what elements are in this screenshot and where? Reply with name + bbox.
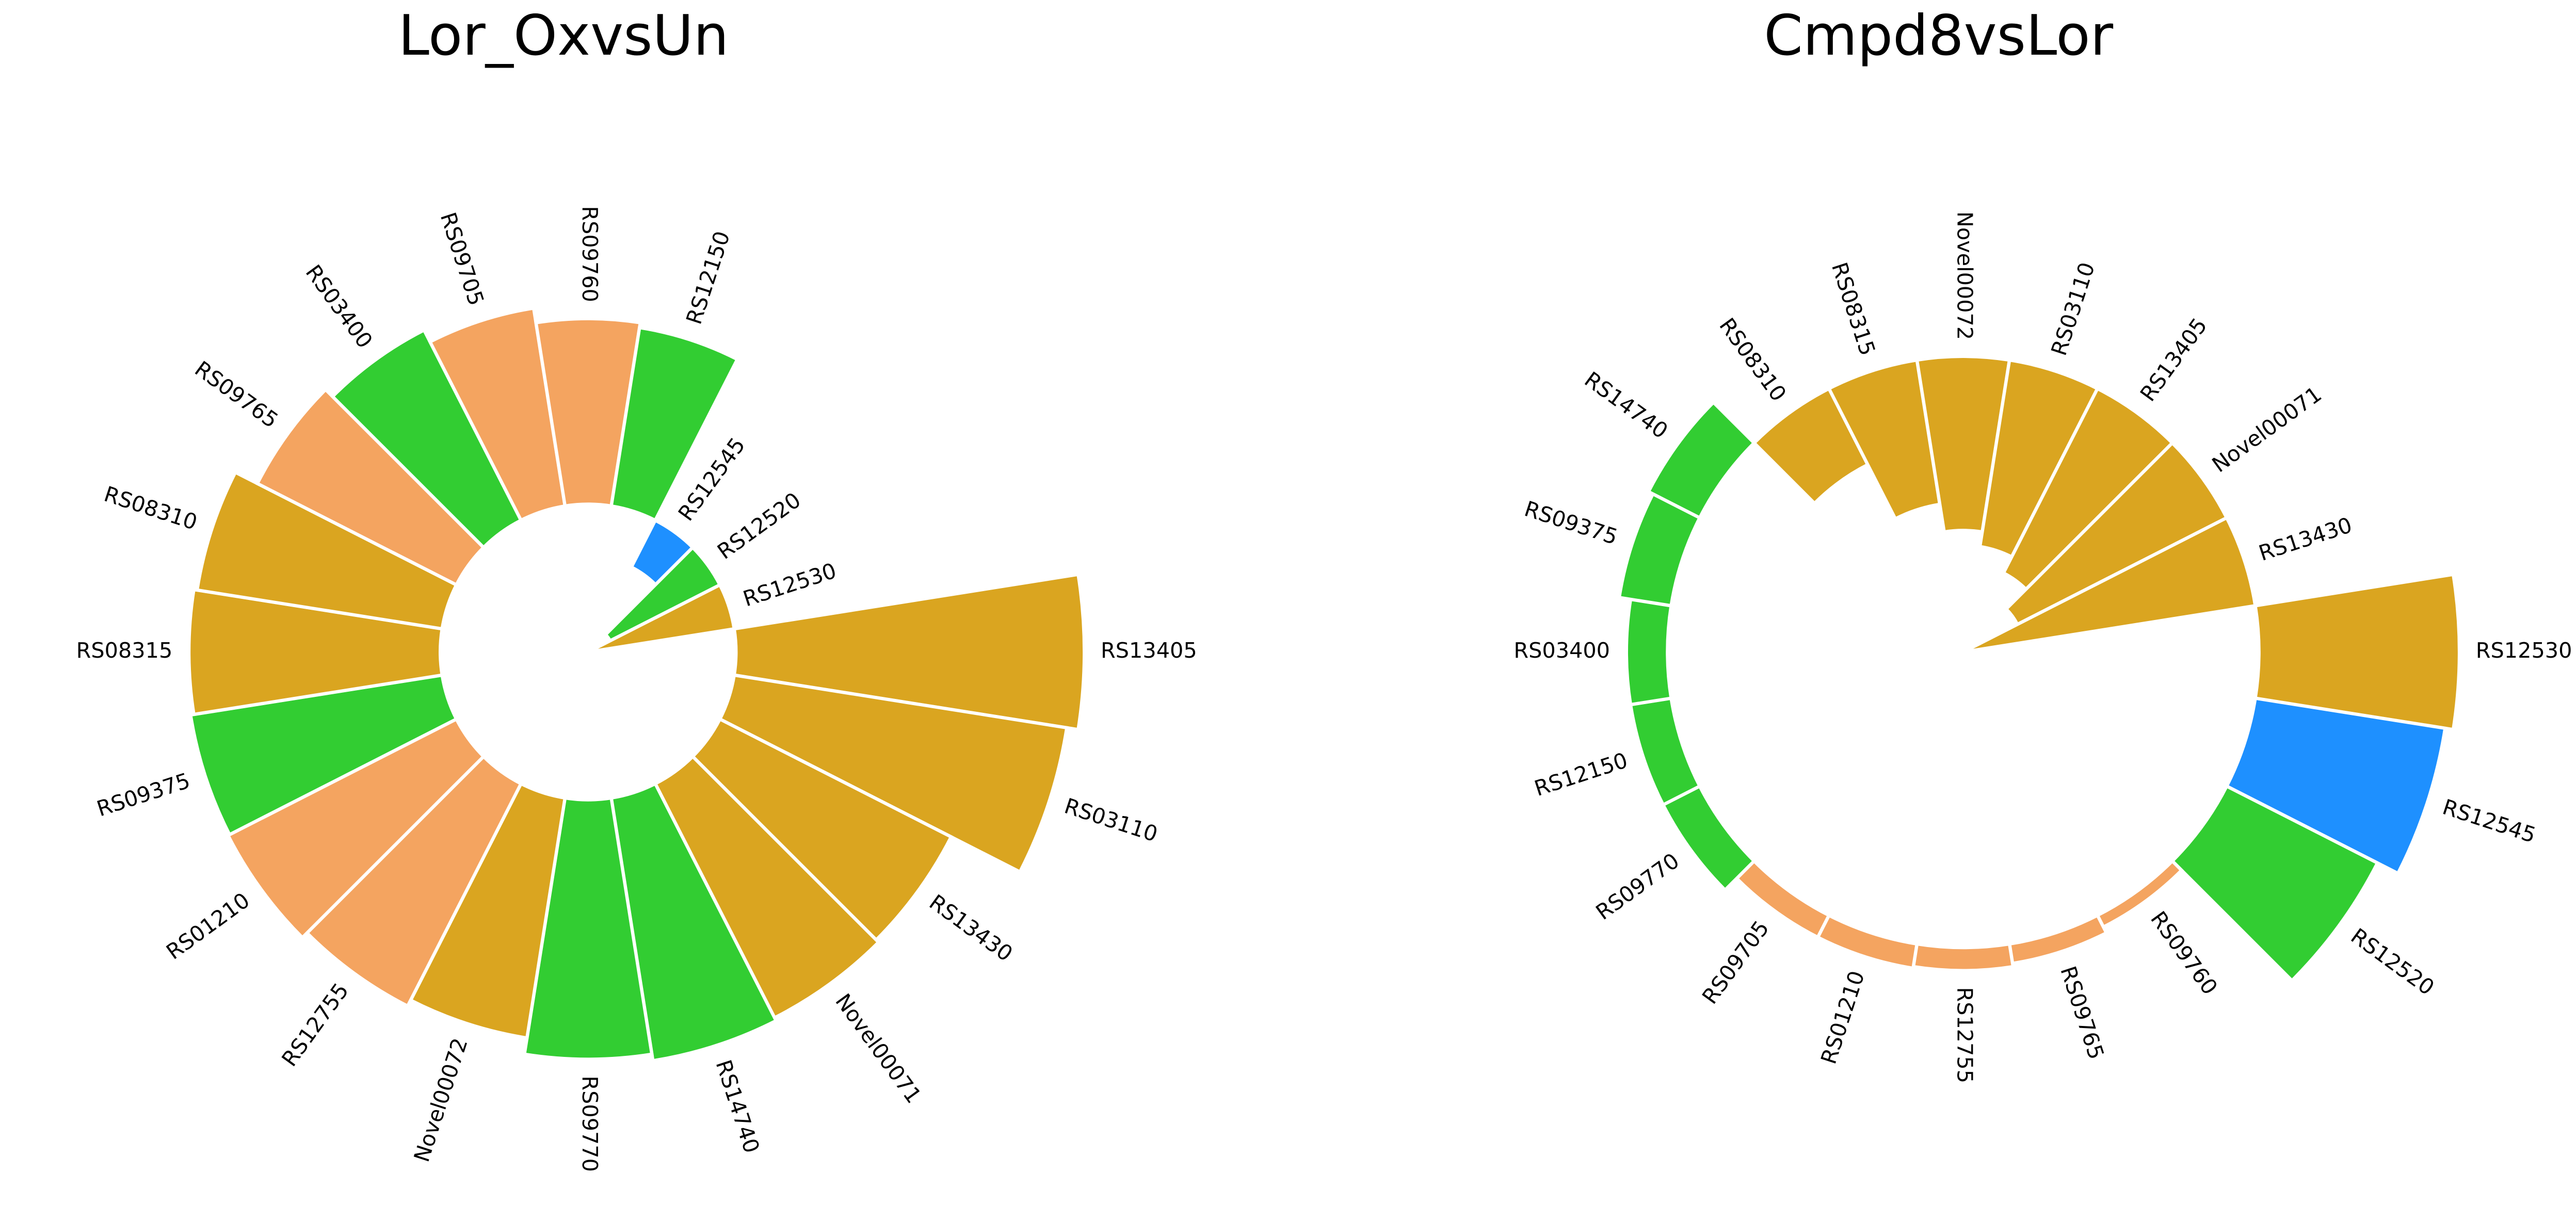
bar-label: RS12755 — [1952, 987, 1977, 1083]
bar-label: RS12755 — [277, 979, 354, 1071]
bar-label: RS12520 — [713, 487, 805, 564]
chart-title: Cmpd8vsLor — [1764, 3, 2113, 68]
bar — [1962, 515, 2258, 654]
bar — [2004, 441, 2229, 627]
bar — [2170, 784, 2380, 983]
bar-label: RS12520 — [2346, 923, 2439, 1000]
bar — [2001, 386, 2175, 592]
bar-label: RS14740 — [711, 1057, 764, 1156]
bar-label: Novel00071 — [830, 989, 926, 1108]
bar-label: RS12545 — [2440, 794, 2539, 847]
bar-label: RS13405 — [2135, 314, 2212, 406]
bar-label: RS09770 — [577, 1075, 602, 1172]
bar — [1815, 913, 1919, 970]
bar-label: RS12150 — [1532, 748, 1631, 801]
bar — [255, 387, 486, 588]
bar — [1624, 597, 1673, 707]
bar — [609, 781, 779, 1063]
bar-label: RS01210 — [162, 888, 254, 965]
bar-label: RS09770 — [1591, 848, 1684, 925]
bar — [1629, 696, 1702, 807]
bar-label: RS14740 — [1580, 367, 1672, 444]
bar-label: RS12530 — [2476, 638, 2572, 663]
bar-label: RS08315 — [76, 638, 173, 663]
bar — [732, 572, 1086, 732]
bar-label: Novel00072 — [1952, 211, 1977, 340]
bar-label: Novel00071 — [2208, 382, 2326, 477]
bar-label: RS09760 — [577, 206, 602, 302]
bar — [2224, 696, 2448, 876]
bar-label: RS09705 — [436, 209, 489, 308]
bar-label: RS13430 — [2256, 513, 2355, 566]
bar — [330, 328, 523, 550]
bar-label: RS03400 — [301, 260, 378, 353]
bar-label: RS13405 — [1101, 638, 1197, 663]
bar — [187, 588, 444, 716]
bar — [2253, 572, 2461, 732]
bar — [1661, 784, 1757, 892]
bar — [428, 306, 567, 523]
bar — [1911, 942, 2015, 972]
bar-label: RS08315 — [1827, 259, 1880, 358]
bar-label: RS12530 — [740, 558, 839, 611]
bar-label: RS09760 — [2146, 907, 2223, 999]
bar-label: Novel00072 — [409, 1035, 473, 1165]
bar — [226, 716, 486, 940]
bar-label: RS09765 — [2055, 963, 2108, 1062]
bar-label: RS03110 — [1061, 793, 1161, 846]
bar-label: RS13430 — [925, 890, 1017, 967]
bar-label: RS08310 — [1714, 314, 1791, 406]
bar — [195, 470, 459, 631]
bar — [188, 673, 459, 837]
bar — [609, 325, 740, 523]
bar — [587, 582, 736, 654]
bar-label: RS01210 — [1816, 968, 1869, 1067]
bar-label: RS09705 — [1697, 916, 1774, 1008]
bar-label: RS09375 — [94, 768, 193, 821]
chart-title: Lor_OxvsUn — [398, 3, 729, 68]
bar-label: RS09765 — [190, 356, 283, 433]
bar-label: RS03110 — [2047, 259, 2100, 358]
bar — [534, 317, 642, 508]
bar-label: RS12150 — [682, 228, 735, 327]
bar-label: RS08310 — [101, 482, 200, 535]
bar — [2007, 913, 2109, 966]
bar-label: RS09375 — [1521, 496, 1620, 549]
bar — [717, 673, 1069, 874]
bar-label: RS03400 — [1514, 638, 1610, 663]
